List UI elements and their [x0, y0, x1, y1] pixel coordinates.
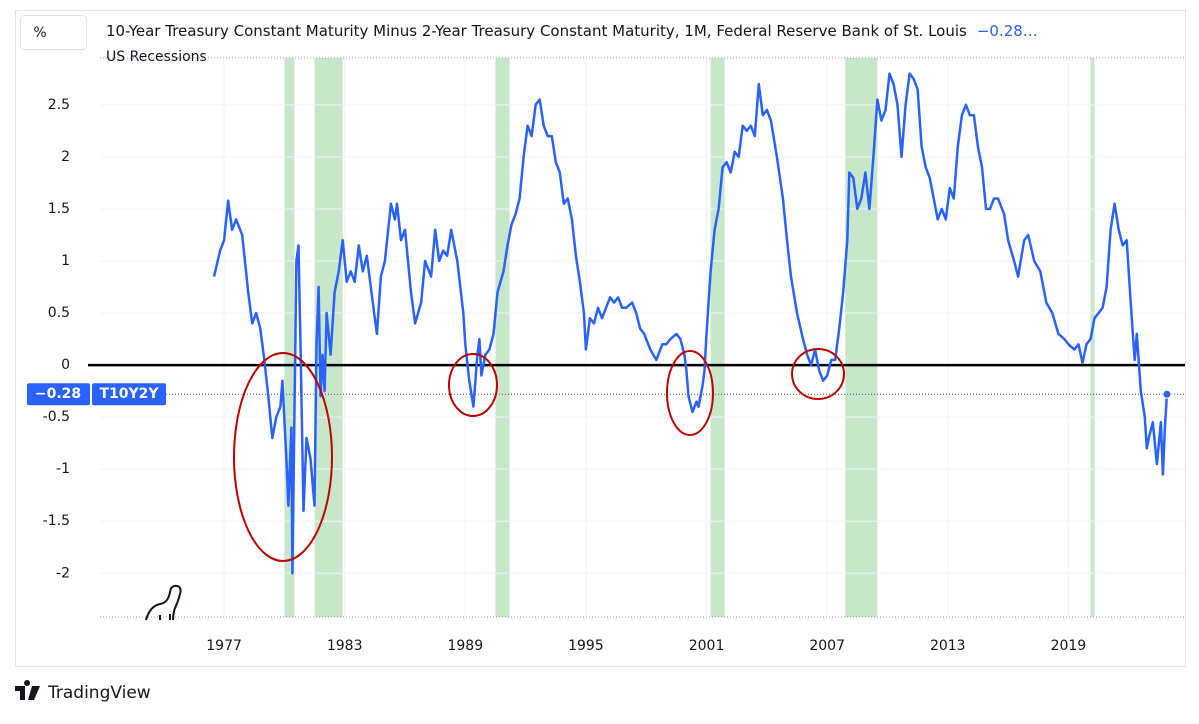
series-badge-label: T10Y2Y	[99, 386, 159, 402]
value-badge	[27, 383, 90, 406]
unit-button-label[interactable]: %	[33, 25, 46, 41]
x-tick-label: 1995	[568, 638, 604, 654]
series-badge	[92, 383, 166, 406]
footer-logo: TradingView	[15, 680, 151, 703]
y-tick-label: 1.5	[48, 201, 70, 217]
legend-recessions: US Recessions	[106, 49, 207, 65]
logo-icon	[145, 584, 182, 621]
x-tick-label: 1983	[327, 638, 363, 654]
chart-title: 10-Year Treasury Constant Maturity Minus…	[106, 22, 1038, 40]
x-tick-label: 2019	[1051, 638, 1087, 654]
x-tick-label: 2001	[689, 638, 725, 654]
x-tick-label: 1977	[206, 638, 242, 654]
title-text: 10-Year Treasury Constant Maturity Minus…	[106, 22, 967, 40]
title-value: −0.28…	[977, 22, 1038, 40]
y-tick-label: 2.5	[48, 97, 70, 113]
y-tick-label: 2	[61, 149, 70, 165]
series-line	[212, 72, 1169, 575]
x-tick-label: 1989	[447, 638, 483, 654]
annotation-circle	[233, 352, 333, 562]
unit-button[interactable]	[20, 15, 87, 50]
y-tick-label: 0	[61, 357, 70, 373]
plot: -2 -1.5 -1 -0.5 0 0.5 1 1.5 2 2.5 1977 1983 1989 1995…	[27, 57, 1185, 654]
annotations	[233, 348, 845, 562]
annotation-circle	[791, 348, 845, 400]
last-point	[1162, 389, 1172, 399]
recession-band	[495, 58, 510, 617]
x-tick-label: 2007	[809, 638, 845, 654]
recession-band	[284, 58, 295, 617]
value-badge-label: −0.28	[35, 386, 81, 402]
dino-icon	[145, 584, 182, 621]
y-tick-label: -2	[56, 565, 70, 581]
annotation-circle	[666, 350, 714, 436]
annotation-circle	[448, 353, 498, 417]
brand: TradingView	[47, 683, 151, 703]
chart-frame	[15, 10, 1186, 667]
recession-band	[1090, 58, 1095, 617]
y-tick-label: 0.5	[48, 305, 70, 321]
y-tick-label: 1	[61, 253, 70, 269]
x-tick-label: 2013	[930, 638, 966, 654]
recession-band	[710, 58, 725, 617]
y-tick-label: -1	[56, 461, 70, 477]
tv-logo	[15, 680, 40, 700]
y-tick-label: -1.5	[43, 513, 70, 529]
recession-band	[845, 58, 878, 617]
y-tick-label: -0.5	[43, 409, 70, 425]
